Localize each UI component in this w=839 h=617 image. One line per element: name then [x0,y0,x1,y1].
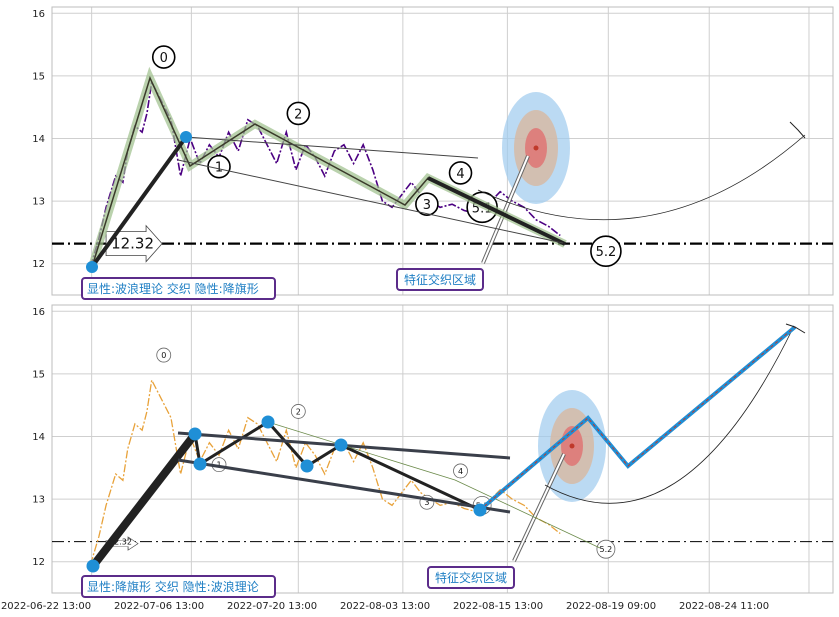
y-tick-label: 15 [32,71,45,82]
wave-marker [453,463,468,479]
wave-marker [286,101,311,126]
target-center [533,145,539,151]
x-tick-label: 2022-08-24 11:00 [679,601,769,612]
wave-marker [151,45,176,69]
status-label: 显性:降旗形 交织 隐性:波浪理论 [87,579,259,594]
wave-label: 4 [456,167,464,182]
end-marker [789,121,806,139]
plot-frame [51,6,834,296]
pivot-dot [334,438,348,452]
impulse-line-2 [427,176,566,246]
impulse-line [90,135,188,269]
end-marker [785,323,806,334]
wave-marker [448,161,473,185]
price-line [89,79,561,268]
callout-label: 特征交织区域 [404,272,476,287]
x-tick-label: 2022-08-19 09:00 [566,601,656,612]
pivot-dot [180,131,192,143]
y-tick-label: 14 [32,432,45,443]
plot-frame [51,304,834,594]
top-chart-panel: 121314151612.32012345.15.2特征交织区域显性:波浪理论 … [32,6,834,300]
pivot-dot [300,459,314,473]
status-box [81,575,276,598]
wave-label: 3 [424,498,429,507]
x-tick-label: 2022-08-15 13:00 [453,601,543,612]
wave-marker [290,404,306,419]
wave-label: 4 [458,467,463,476]
y-tick-label: 16 [32,9,45,20]
callout-box [427,566,515,589]
price-line [89,378,561,566]
callout-arrow-inner [482,155,529,264]
x-tick-label: 2022-06-22 13:00 [1,601,91,612]
wave-label: 5.2 [596,245,617,260]
channel-lower [177,458,511,514]
callout-label: 特征交织区域 [435,570,507,585]
wave-label: 0 [161,351,166,360]
projection-curve [544,327,794,504]
wave-label: 5.2 [600,545,613,554]
wave-marker [415,192,439,217]
pivot-dot [86,559,100,573]
y-tick-label: 13 [32,495,45,506]
pivot-dot [86,261,98,273]
channel-upper [185,136,479,159]
wave-marker [156,347,172,363]
y-tick-label: 15 [32,369,45,380]
pivot-dot [188,427,202,441]
y-tick-label: 13 [32,197,45,208]
level-arrow [105,224,163,263]
wave-label: 2 [294,107,302,122]
wave-label: 2 [296,407,301,416]
projection-curve [477,134,806,221]
projection-path [478,325,797,512]
wave-label: 3 [423,198,431,213]
pivot-dot [193,457,207,471]
level-label: 12.32 [109,538,132,547]
x-tick-label: 2022-08-03 13:00 [340,601,430,612]
y-tick-label: 16 [32,307,45,318]
wave-label: 0 [160,51,168,66]
y-tick-label: 14 [32,134,45,145]
y-tick-label: 12 [32,557,45,568]
wave-label: 1 [215,161,223,176]
wave-marker [590,235,622,267]
status-label: 显性:波浪理论 交织 隐性:降旗形 [87,281,259,296]
y-tick-label: 12 [32,259,45,270]
pivot-dot [261,415,275,429]
callout-box [396,268,484,291]
impulse-line [89,431,199,569]
channel-lower [177,159,564,244]
target-center [569,443,575,449]
callout-arrow-inner [513,453,565,562]
x-tick-label: 2022-07-20 13:00 [227,601,317,612]
thin-wave [267,421,601,549]
pivot-dot [473,503,487,517]
x-tick-label: 2022-07-06 13:00 [114,601,204,612]
status-box [81,277,276,300]
level-label: 12.32 [111,235,154,253]
wave-marker [596,539,616,559]
x-axis: 2022-06-22 13:00 2022-07-06 13:00 2022-07-… [1,601,769,612]
wave-line [193,420,481,512]
projection-path-dash [479,326,796,511]
